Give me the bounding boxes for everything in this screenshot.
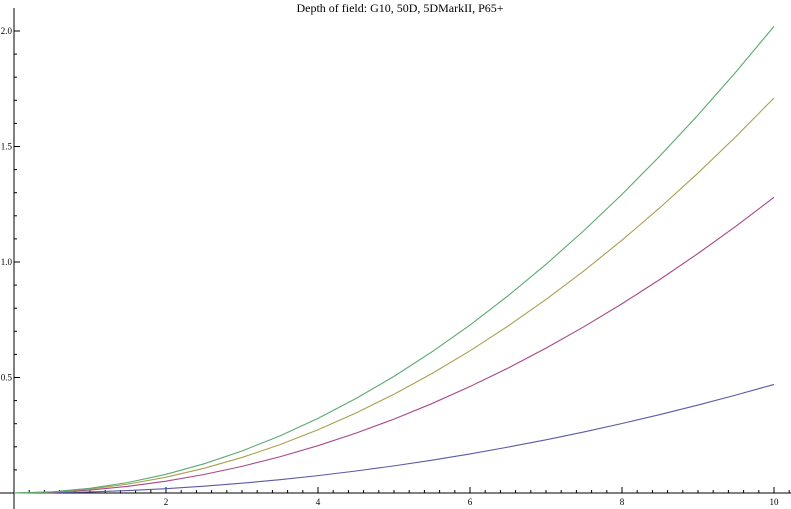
ticks: 2 4 6 8 10 0.5 1.0 1.5 2.0 xyxy=(1,26,790,507)
x-tick-label: 4 xyxy=(316,497,321,507)
y-tick-label: 1.0 xyxy=(1,257,13,267)
series-line-4 xyxy=(13,26,775,494)
series-line-2 xyxy=(13,196,775,494)
series-group xyxy=(13,26,775,494)
x-tick-label: 10 xyxy=(770,497,780,507)
y-tick-label: 1.5 xyxy=(1,142,13,152)
y-tick-label: 2.0 xyxy=(1,26,13,36)
series-line-1 xyxy=(13,383,775,494)
x-tick-label: 2 xyxy=(164,497,169,507)
series-line-3 xyxy=(13,97,775,494)
chart-title: Depth of field: G10, 50D, 5DMarkII, P65+ xyxy=(296,1,503,15)
y-tick-label: 0.5 xyxy=(1,373,13,383)
x-tick-label: 6 xyxy=(468,497,473,507)
x-tick-label: 8 xyxy=(620,497,625,507)
